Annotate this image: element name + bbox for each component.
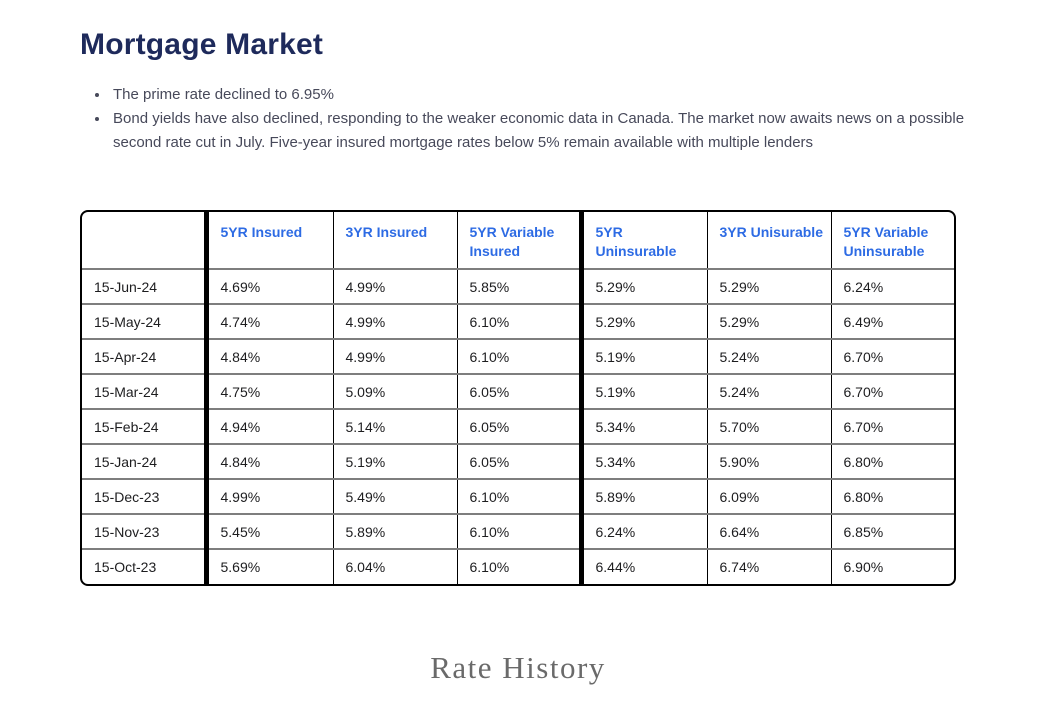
rate-table: 5YR Insured 3YR Insured 5YR Variable Insur… xyxy=(82,212,954,584)
rate-cell: 6.70% xyxy=(830,338,954,374)
rate-cell: 6.70% xyxy=(830,408,954,444)
page-title: Mortgage Market xyxy=(80,28,324,61)
rate-cell: 6.05% xyxy=(456,443,581,479)
rate-cell: 5.24% xyxy=(706,338,831,374)
rate-cell: 6.05% xyxy=(456,408,581,444)
rate-cell: 4.94% xyxy=(203,408,333,444)
rate-cell: 5.89% xyxy=(578,478,707,514)
header-row: 5YR Insured 3YR Insured 5YR Variable Insur… xyxy=(82,212,954,269)
column-header: 5YR Insured xyxy=(203,212,333,269)
rate-cell: 4.74% xyxy=(203,303,333,339)
rate-cell: 5.09% xyxy=(332,373,457,409)
rate-cell: 6.74% xyxy=(706,548,831,584)
rate-cell: 5.29% xyxy=(578,268,707,304)
rate-cell: 6.24% xyxy=(578,513,707,549)
table-row: 15-Apr-24 4.84% 4.99% 6.10% 5.19% 5.24% 6.70% xyxy=(82,338,954,374)
rate-cell: 5.24% xyxy=(706,373,831,409)
rate-cell: 6.10% xyxy=(456,303,581,339)
table-row: 15-Nov-23 5.45% 5.89% 6.10% 6.24% 6.64% 6.85% xyxy=(82,513,954,549)
rate-cell: 4.99% xyxy=(332,303,457,339)
row-date-cell: 15-Dec-23 xyxy=(82,478,206,514)
rate-cell: 4.84% xyxy=(203,338,333,374)
row-date-cell: 15-Nov-23 xyxy=(82,513,206,549)
rate-cell: 4.69% xyxy=(203,268,333,304)
rate-cell: 5.34% xyxy=(578,408,707,444)
rate-cell: 4.75% xyxy=(203,373,333,409)
row-date-cell: 15-Mar-24 xyxy=(82,373,206,409)
row-date-cell: 15-Apr-24 xyxy=(82,338,206,374)
rate-cell: 5.19% xyxy=(332,443,457,479)
rate-cell: 5.29% xyxy=(578,303,707,339)
rate-cell: 5.49% xyxy=(332,478,457,514)
rate-cell: 6.05% xyxy=(456,373,581,409)
row-date-cell: 15-Oct-23 xyxy=(82,548,206,584)
table-row: 15-Jun-24 4.69% 4.99% 5.85% 5.29% 5.29% 6.24% xyxy=(82,268,954,304)
rate-cell: 6.10% xyxy=(456,513,581,549)
date-column-header xyxy=(82,212,206,269)
rate-cell: 4.99% xyxy=(332,268,457,304)
table-row: 15-Oct-23 5.69% 6.04% 6.10% 6.44% 6.74% 6.90% xyxy=(82,548,954,584)
rate-cell: 6.85% xyxy=(830,513,954,549)
column-header: 5YR Variable Uninsurable xyxy=(830,212,954,269)
rate-cell: 5.19% xyxy=(578,338,707,374)
rate-cell: 6.49% xyxy=(830,303,954,339)
row-date-cell: 15-May-24 xyxy=(82,303,206,339)
rate-cell: 5.34% xyxy=(578,443,707,479)
rate-cell: 6.04% xyxy=(332,548,457,584)
table-row: 15-Feb-24 4.94% 5.14% 6.05% 5.34% 5.70% 6.70% xyxy=(82,408,954,444)
summary-bullet-list: The prime rate declined to 6.95% Bond yi… xyxy=(94,83,966,155)
rate-cell: 5.19% xyxy=(578,373,707,409)
rate-cell: 5.69% xyxy=(203,548,333,584)
row-date-cell: 15-Jan-24 xyxy=(82,443,206,479)
rate-cell: 6.70% xyxy=(830,373,954,409)
column-header: 5YR Variable Insured xyxy=(456,212,581,269)
rate-cell: 5.45% xyxy=(203,513,333,549)
rate-cell: 6.10% xyxy=(456,338,581,374)
row-date-cell: 15-Feb-24 xyxy=(82,408,206,444)
rate-cell: 4.99% xyxy=(203,478,333,514)
rate-cell: 6.64% xyxy=(706,513,831,549)
rate-cell: 6.44% xyxy=(578,548,707,584)
table-row: 15-Mar-24 4.75% 5.09% 6.05% 5.19% 5.24% 6.70% xyxy=(82,373,954,409)
bullet-item-prime-rate: The prime rate declined to 6.95% xyxy=(110,83,966,107)
rate-cell: 4.84% xyxy=(203,443,333,479)
table-row: 15-Jan-24 4.84% 5.19% 6.05% 5.34% 5.90% 6.80% xyxy=(82,443,954,479)
rate-cell: 6.24% xyxy=(830,268,954,304)
rate-cell: 5.90% xyxy=(706,443,831,479)
rate-cell: 5.85% xyxy=(456,268,581,304)
rate-cell: 5.14% xyxy=(332,408,457,444)
rate-history-table: 5YR Insured 3YR Insured 5YR Variable Insur… xyxy=(80,210,956,586)
rate-cell: 5.29% xyxy=(706,303,831,339)
column-header: 3YR Insured xyxy=(332,212,457,269)
rate-cell: 4.99% xyxy=(332,338,457,374)
table-caption: Rate History xyxy=(430,650,606,685)
rate-cell: 6.10% xyxy=(456,548,581,584)
rate-cell: 6.09% xyxy=(706,478,831,514)
rate-cell: 5.70% xyxy=(706,408,831,444)
row-date-cell: 15-Jun-24 xyxy=(82,268,206,304)
rate-cell: 5.89% xyxy=(332,513,457,549)
rate-cell: 6.90% xyxy=(830,548,954,584)
bullet-item-bond-yields: Bond yields have also declined, respondi… xyxy=(110,107,966,155)
table-row: 15-Dec-23 4.99% 5.49% 6.10% 5.89% 6.09% 6.80% xyxy=(82,478,954,514)
rate-cell: 6.80% xyxy=(830,478,954,514)
rate-cell: 6.10% xyxy=(456,478,581,514)
column-header: 5YR Uninsurable xyxy=(578,212,707,269)
rate-cell: 5.29% xyxy=(706,268,831,304)
table-row: 15-May-24 4.74% 4.99% 6.10% 5.29% 5.29% 6.49% xyxy=(82,303,954,339)
column-header: 3YR Unisurable xyxy=(706,212,831,269)
rate-cell: 6.80% xyxy=(830,443,954,479)
